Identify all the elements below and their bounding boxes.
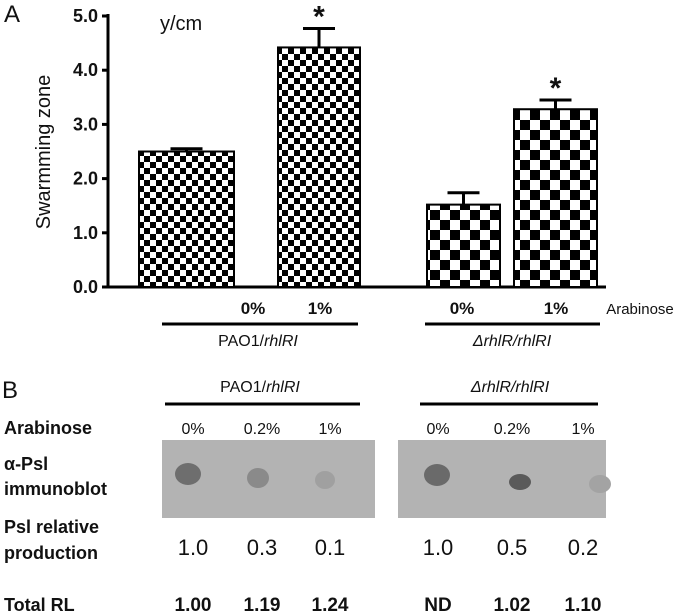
- x-tick-label: 1%: [308, 299, 333, 318]
- bar: [513, 108, 598, 288]
- group-label: ΔrhlR/rhlRI: [472, 333, 552, 350]
- y-tick-label: 3.0: [73, 114, 98, 134]
- column-label: 0.2%: [494, 421, 530, 438]
- bar: [426, 203, 501, 288]
- bar: [277, 46, 361, 288]
- y-tick-label: 5.0: [73, 6, 98, 26]
- production-value: 0.5: [497, 535, 528, 560]
- blot-dot: [247, 468, 269, 488]
- bar: [138, 150, 235, 288]
- x-axis-label: Arabinose: [606, 301, 674, 318]
- panel-label: B: [2, 377, 18, 404]
- production-value: 0.2: [568, 535, 599, 560]
- x-tick-label: 0%: [241, 299, 266, 318]
- y-tick-label: 0.0: [73, 277, 98, 297]
- column-label: 1%: [571, 421, 594, 438]
- y-unit: y/cm: [160, 13, 202, 35]
- row-label: α-Psl: [4, 454, 48, 474]
- x-tick-label: 1%: [544, 299, 569, 318]
- column-label: 0%: [426, 421, 449, 438]
- y-tick-label: 1.0: [73, 223, 98, 243]
- production-value: 0.3: [247, 535, 278, 560]
- blot-dot: [175, 463, 201, 485]
- significance-mark: *: [313, 0, 325, 33]
- blot-dot: [424, 464, 450, 486]
- blot-dot: [589, 475, 611, 493]
- production-value: 1.0: [423, 535, 454, 560]
- column-label: 1%: [318, 421, 341, 438]
- row-label: Psl relative: [4, 517, 99, 537]
- group-label: PAO1/rhlRI: [218, 333, 298, 350]
- x-tick-label: 0%: [450, 299, 475, 318]
- row-label: Arabinose: [4, 418, 92, 438]
- y-tick-label: 2.0: [73, 169, 98, 189]
- production-value: 0.1: [315, 535, 346, 560]
- total-rl-value: 1.02: [494, 595, 531, 616]
- row-label: production: [4, 543, 98, 563]
- y-axis-label: Swarmming zone: [33, 75, 55, 230]
- total-rl-value: 1.19: [244, 595, 281, 616]
- significance-mark: *: [550, 72, 562, 105]
- total-rl-value: 1.10: [565, 595, 602, 616]
- blot-dot: [315, 471, 335, 489]
- y-tick-label: 4.0: [73, 60, 98, 80]
- production-value: 1.0: [178, 535, 209, 560]
- group-label: ΔrhlR/rhlRI: [470, 379, 550, 396]
- total-rl-value: ND: [424, 595, 451, 616]
- column-label: 0%: [181, 421, 204, 438]
- total-rl-value: 1.00: [175, 595, 212, 616]
- column-label: 0.2%: [244, 421, 280, 438]
- total-rl-value: 1.24: [312, 595, 349, 616]
- row-label: Total RL: [4, 595, 75, 615]
- group-label: PAO1/rhlRI: [220, 379, 300, 396]
- panel-label: A: [4, 1, 20, 28]
- row-label: immunoblot: [4, 479, 107, 499]
- blot-dot: [509, 474, 531, 490]
